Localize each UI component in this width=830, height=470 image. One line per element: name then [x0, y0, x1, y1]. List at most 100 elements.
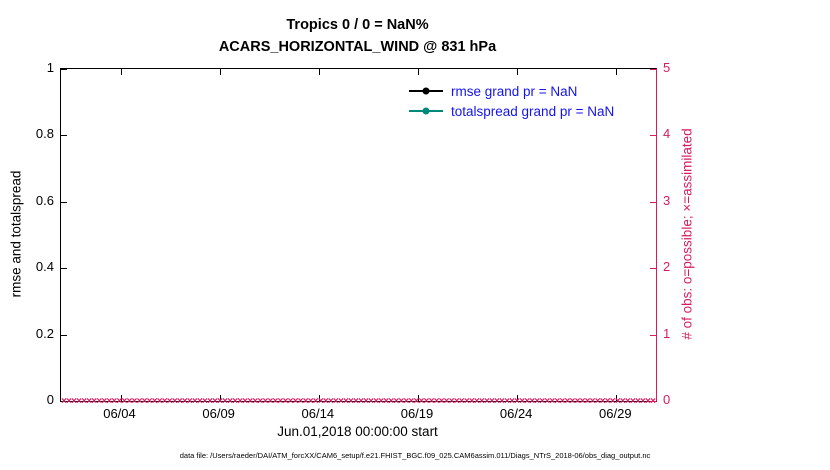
- x-tick-mark-top: [616, 69, 618, 75]
- assimilated-marker: ×: [554, 396, 561, 407]
- x-tick-mark-top: [318, 69, 320, 75]
- assimilated-marker: ×: [408, 396, 415, 407]
- assimilated-marker: ×: [569, 396, 576, 407]
- y-left-tick-mark: [61, 69, 67, 70]
- assimilated-marker: ×: [524, 396, 531, 407]
- assimilated-marker: ×: [383, 396, 390, 407]
- assimilated-marker: ×: [257, 396, 264, 407]
- assimilated-marker: ×: [584, 396, 591, 407]
- y-right-tick-label: 1: [663, 325, 671, 341]
- x-tick-mark-top: [120, 69, 122, 75]
- y-left-tick-label: 0: [46, 392, 54, 407]
- legend-label-totalspread: totalspread grand pr = NaN: [451, 103, 615, 119]
- left-y-axis-label: rmse and totalspread: [8, 170, 24, 298]
- assimilated-marker: ×: [217, 396, 223, 407]
- assimilated-marker: ×: [267, 396, 274, 407]
- totalspread-line-marker-icon: [409, 107, 443, 115]
- chart-title: Tropics 0 / 0 = NaN%: [286, 17, 429, 33]
- assimilated-marker: ×: [237, 396, 244, 407]
- assimilated-marker: ×: [186, 396, 193, 407]
- x-tick-label: 06/29: [599, 406, 632, 421]
- assimilated-marker: ×: [181, 396, 188, 407]
- assimilated-marker: ×: [61, 396, 67, 407]
- assimilated-marker: ×: [483, 396, 490, 407]
- assimilated-marker: ×: [272, 396, 279, 407]
- assimilated-marker: ×: [222, 396, 229, 407]
- y-right-tick-label: 5: [663, 60, 671, 75]
- assimilated-marker: ×: [398, 396, 405, 407]
- assimilated-marker: ×: [650, 396, 656, 407]
- assimilated-marker: ×: [614, 396, 621, 407]
- assimilated-marker: ×: [438, 396, 445, 407]
- assimilated-marker: ×: [292, 396, 299, 407]
- assimilated-marker: ×: [191, 396, 198, 407]
- assimilated-marker: ×: [418, 396, 425, 407]
- assimilated-marker: ×: [579, 396, 586, 407]
- x-tick-label: 06/24: [499, 406, 533, 421]
- assimilated-marker: ×: [287, 396, 294, 407]
- assimilated-marker: ×: [76, 396, 83, 407]
- assimilated-marker: ×: [66, 396, 72, 407]
- assimilated-marker: ×: [212, 396, 218, 407]
- x-tick-mark: [219, 395, 221, 401]
- y-right-tick-label: 0: [663, 392, 671, 407]
- assimilated-marker: ×: [302, 396, 309, 407]
- x-tick-mark-top: [517, 69, 519, 75]
- assimilated-marker: ×: [312, 396, 319, 407]
- assimilated-marker: ×: [549, 396, 556, 407]
- assimilated-marker: ×: [161, 396, 168, 407]
- assimilated-marker: ×: [453, 396, 460, 407]
- y-left-tick-label: 0.2: [35, 325, 54, 341]
- assimilated-marker: ×: [529, 396, 536, 407]
- assimilated-marker: ×: [594, 396, 601, 407]
- assimilated-marker: ×: [121, 396, 128, 407]
- assimilated-marker: ×: [629, 396, 636, 407]
- y-right-tick-mark: [650, 268, 656, 270]
- assimilated-marker: ×: [423, 396, 430, 407]
- assimilated-marker: ×: [81, 396, 88, 407]
- assimilated-marker: ×: [413, 396, 420, 407]
- assimilated-marker: ×: [599, 396, 606, 407]
- assimilated-marker: ×: [86, 396, 93, 407]
- assimilated-marker: ×: [111, 396, 118, 407]
- x-tick-mark: [418, 395, 419, 401]
- assimilated-marker: ×: [171, 396, 178, 407]
- y-left-tick-mark: [61, 135, 67, 137]
- x-tick-mark: [616, 395, 618, 401]
- assimilated-marker: ×: [544, 396, 551, 407]
- assimilated-marker: ×: [337, 396, 344, 407]
- y-right-tick-label: 4: [663, 126, 671, 142]
- y-right-tick-label: 2: [663, 259, 671, 275]
- assimilated-marker: ×: [327, 396, 334, 407]
- y-right-tick-mark: [650, 334, 656, 336]
- assimilated-marker: ×: [574, 396, 581, 407]
- assimilated-marker: ×: [619, 396, 626, 407]
- y-right-tick-mark: [650, 69, 656, 70]
- assimilated-marker: ×: [478, 396, 485, 407]
- assimilated-marker: ×: [514, 396, 520, 407]
- y-left-tick-label: 0.6: [35, 192, 54, 208]
- assimilated-marker: ×: [433, 396, 440, 407]
- chart-title-block: Tropics 0 / 0 = NaN% ACARS_HORIZONTAL_WI…: [60, 14, 655, 58]
- assimilated-marker: ×: [126, 396, 133, 407]
- assimilated-marker: ×: [227, 396, 234, 407]
- assimilated-marker: ×: [106, 396, 113, 407]
- assimilated-marker: ×: [624, 396, 631, 407]
- x-tick-mark-top: [418, 69, 419, 75]
- assimilated-marker: ×: [116, 396, 123, 407]
- x-tick-mark-top: [219, 69, 221, 75]
- assimilated-marker: ×: [232, 396, 239, 407]
- assimilated-marker: ×: [539, 396, 546, 407]
- chart-subtitle: ACARS_HORIZONTAL_WIND @ 831 hPa: [218, 39, 497, 55]
- y-right-tick-mark: [650, 201, 656, 203]
- assimilated-marker: ×: [166, 396, 173, 407]
- assimilated-marker: ×: [252, 396, 259, 407]
- y-right-tick-mark: [650, 135, 656, 137]
- x-tick-label: 06/14: [301, 406, 335, 421]
- assimilated-marker: ×: [488, 396, 495, 407]
- assimilated-marker: ×: [368, 396, 374, 407]
- x-tick-mark: [120, 395, 122, 401]
- legend-item-rmse: rmse grand pr = NaN: [409, 81, 614, 101]
- assimilated-marker: ×: [332, 396, 339, 407]
